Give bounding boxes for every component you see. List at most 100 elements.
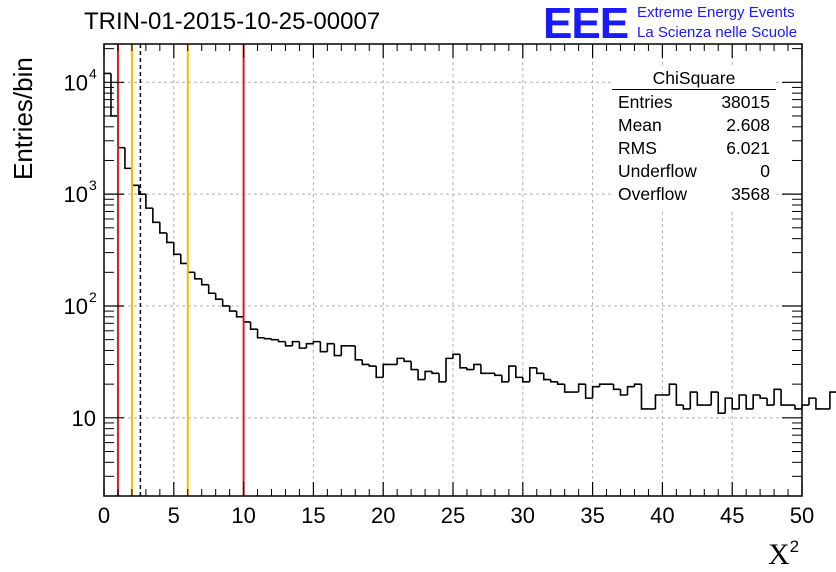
y-tick-label: 10 xyxy=(64,70,88,95)
stats-label: Underflow xyxy=(618,161,697,181)
histogram-bin xyxy=(717,392,726,414)
histogram-bin xyxy=(333,343,342,357)
histogram-bin xyxy=(640,384,649,410)
histogram-bin xyxy=(131,168,139,187)
stats-label: Mean xyxy=(618,115,662,135)
histogram-bin xyxy=(445,357,453,382)
histogram-bin xyxy=(382,363,391,378)
y-tick-label: 10 xyxy=(64,182,88,207)
histogram-bin xyxy=(396,357,405,365)
stats-value: 38015 xyxy=(721,92,770,112)
histogram-bin xyxy=(354,345,363,361)
x-tick-label: 30 xyxy=(511,503,535,528)
histogram-bin xyxy=(410,361,419,371)
stats-title: ChiSquare xyxy=(652,68,736,88)
histogram-bin xyxy=(473,363,481,370)
histogram-bin xyxy=(633,383,642,387)
histogram-bin xyxy=(298,341,307,349)
reference-lines xyxy=(116,44,245,496)
histogram-bin xyxy=(626,385,635,395)
histogram-bin xyxy=(724,397,733,414)
histogram-bin xyxy=(326,342,335,352)
histogram-bin xyxy=(431,371,440,375)
histogram-bin xyxy=(186,263,195,274)
histogram-bin xyxy=(438,373,447,383)
histogram-bin xyxy=(542,373,551,381)
histogram-bin xyxy=(494,373,502,377)
histogram-bin xyxy=(556,381,565,385)
x-tick-label: 10 xyxy=(231,503,255,528)
histogram-bin xyxy=(270,338,279,341)
histogram-bin xyxy=(675,384,684,406)
histogram-bin xyxy=(731,398,740,410)
x-tick-label: 15 xyxy=(301,503,325,528)
histogram-bin xyxy=(173,242,181,256)
histogram-bin xyxy=(263,337,272,340)
histogram-bin xyxy=(759,394,768,399)
y-tick-label: 10 xyxy=(64,294,88,319)
histogram-bin xyxy=(277,339,286,343)
stats-label: Overflow xyxy=(618,184,688,204)
stats-label: RMS xyxy=(618,138,657,158)
x-tick-label: 35 xyxy=(580,503,604,528)
chart-title: TRIN-01-2015-10-25-00007 xyxy=(84,8,381,35)
histogram-bin xyxy=(221,299,230,307)
histogram-bin xyxy=(522,377,530,383)
histogram-bin xyxy=(179,254,188,265)
x-tick-label: 40 xyxy=(650,503,674,528)
stats-value: 0 xyxy=(760,161,770,181)
histogram-bin xyxy=(452,353,460,359)
stats-divider xyxy=(612,89,776,90)
histogram-bin xyxy=(508,365,516,382)
histogram-bin xyxy=(256,329,265,339)
histogram-bin xyxy=(284,341,293,347)
histogram-bin xyxy=(110,73,118,117)
stats-row-rms: RMS 6.021 xyxy=(618,138,770,160)
histogram-bin xyxy=(654,394,663,409)
histogram-bin xyxy=(319,341,328,353)
stats-value: 3568 xyxy=(731,184,770,204)
histogram-bin xyxy=(305,342,314,349)
histogram-bin xyxy=(752,394,761,409)
stats-row-entries: Entries 38015 xyxy=(618,92,770,114)
histogram-bin xyxy=(200,278,209,286)
histogram-bin xyxy=(815,398,823,410)
stats-row-mean: Mean 2.608 xyxy=(618,115,770,137)
histogram-bin xyxy=(166,232,174,244)
y-tick-exponent: 2 xyxy=(89,289,97,305)
histogram-bin xyxy=(368,364,377,367)
y-axis-label: Entries/bin xyxy=(8,57,38,180)
histogram-bin xyxy=(459,354,467,369)
x-tick-label: 20 xyxy=(371,503,395,528)
histogram-bin xyxy=(235,311,244,318)
histogram-bin xyxy=(563,384,572,393)
histogram-bin xyxy=(340,345,349,356)
x-tick-label: 25 xyxy=(441,503,465,528)
histogram-bin xyxy=(124,147,132,170)
y-tick-exponent: 3 xyxy=(89,177,97,193)
histogram-bin xyxy=(403,358,412,363)
histogram-bin xyxy=(682,405,691,410)
histogram-bin xyxy=(193,272,202,280)
x-axis-label-superscript: 2 xyxy=(790,537,799,556)
histogram-bin xyxy=(738,394,747,409)
histogram-bin xyxy=(710,391,719,406)
histogram-bin xyxy=(145,194,153,209)
histogram-bin xyxy=(528,367,537,382)
histogram-bin xyxy=(515,366,523,379)
x-axis-label: X2 xyxy=(768,537,799,571)
histogram-bin xyxy=(501,375,509,383)
logo-line-1: Extreme Energy Events xyxy=(637,4,795,21)
x-tick-label: 0 xyxy=(98,503,110,528)
y-tick-label: 10 xyxy=(72,406,96,431)
stats-row-underflow: Underflow 0 xyxy=(618,161,770,183)
histogram-bin xyxy=(291,340,300,346)
histogram-bin xyxy=(249,321,258,331)
histogram-bin xyxy=(417,369,426,381)
y-tick-exponent: 4 xyxy=(89,65,97,81)
stats-box: ChiSquare Entries 38015 Mean 2.608 RMS 6… xyxy=(612,67,776,211)
histogram-bin xyxy=(361,359,370,366)
histogram-bin xyxy=(549,379,558,383)
histogram-bin xyxy=(689,391,698,409)
histogram-bin xyxy=(829,391,836,409)
